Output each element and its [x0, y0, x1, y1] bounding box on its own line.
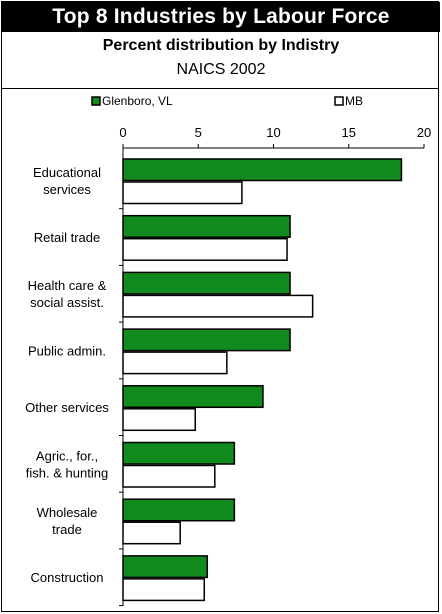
chart-title: Top 8 Industries by Labour Force — [2, 2, 440, 32]
category-label: Other services — [25, 400, 109, 415]
bar-mb — [122, 521, 181, 545]
bar-glenboro — [122, 158, 403, 182]
legend-label-1: Glenboro, VL — [102, 94, 173, 108]
bar-glenboro — [122, 214, 291, 238]
legend-swatch-1 — [91, 96, 101, 106]
bar-mb — [122, 464, 216, 488]
category-label: Health care & — [28, 278, 107, 293]
chart-subtitle: Percent distribution by Indistry — [102, 37, 340, 54]
bar-glenboro — [122, 328, 291, 352]
category-label: Wholesale — [37, 505, 98, 520]
chart-subtitle-naics: NAICS 2002 — [176, 61, 266, 78]
bar-mb — [122, 578, 206, 602]
category-label: fish. & hunting — [26, 465, 108, 480]
x-tick-label: 0 — [119, 125, 126, 140]
bar-glenboro — [122, 498, 236, 522]
category-label: services — [43, 182, 91, 197]
x-tick-label: 5 — [195, 125, 202, 140]
legend-label-2: MB — [345, 94, 363, 108]
bar-mb — [122, 408, 196, 432]
category-label: social assist. — [30, 295, 104, 310]
category-label: Construction — [31, 570, 104, 585]
category-labels: Educational services Retail trade Health ca… — [25, 165, 109, 585]
x-tick-label: 15 — [342, 125, 356, 140]
x-tick-label: 10 — [266, 125, 280, 140]
bar-mb — [122, 351, 228, 375]
bar-mb — [122, 181, 243, 205]
bar-glenboro — [122, 555, 209, 579]
category-label: trade — [52, 522, 82, 537]
bar-glenboro — [122, 441, 236, 465]
bar-mb — [122, 294, 314, 318]
legend-swatch-2 — [334, 96, 344, 106]
bar-mb — [122, 237, 288, 261]
x-tick-label: 20 — [417, 125, 431, 140]
category-label: Educational — [33, 165, 101, 180]
header-divider — [1, 88, 439, 89]
category-label: Agric., for., — [36, 448, 98, 463]
legend: Glenboro, VL MB — [91, 94, 363, 108]
bars-group — [122, 158, 403, 602]
category-label: Retail trade — [34, 230, 100, 245]
bar-glenboro — [122, 271, 291, 295]
bar-glenboro — [122, 385, 264, 409]
category-label: Public admin. — [28, 343, 106, 358]
